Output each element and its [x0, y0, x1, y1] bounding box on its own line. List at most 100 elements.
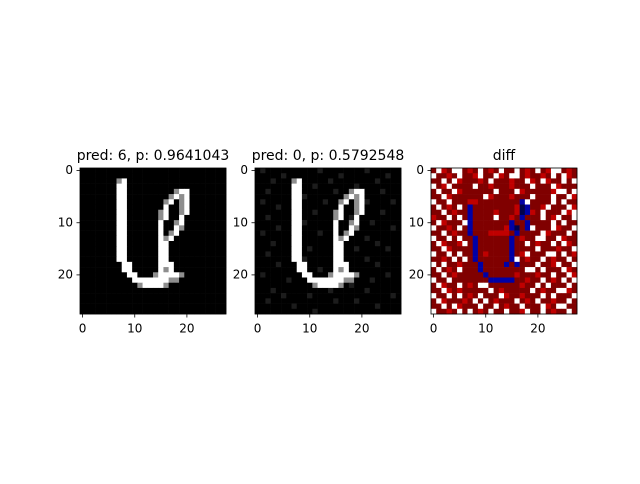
pixel [189, 303, 196, 310]
pixel [446, 225, 453, 231]
pixel [374, 293, 381, 299]
pixel [348, 308, 355, 315]
pixel [374, 168, 381, 174]
pixel [451, 277, 458, 284]
pixel [348, 199, 355, 205]
pixel [483, 220, 489, 226]
pixel [441, 199, 447, 205]
pixel [540, 303, 547, 310]
pixel [215, 293, 222, 299]
pixel [194, 287, 201, 294]
pixel [354, 282, 360, 289]
pixel [519, 204, 526, 211]
pixel [524, 241, 531, 247]
pixel [153, 183, 159, 190]
pixel [395, 298, 402, 304]
pixel [467, 251, 474, 257]
pixel [488, 178, 494, 184]
pixel [90, 168, 96, 174]
pixel [519, 261, 526, 268]
pixel [85, 204, 91, 211]
pixel [369, 178, 376, 184]
pixel [369, 261, 376, 268]
pixel [220, 178, 227, 184]
pixel [566, 168, 573, 174]
pixel [189, 173, 196, 179]
pixel [524, 194, 531, 200]
pixel [291, 272, 298, 278]
pixel [550, 204, 557, 211]
pixel [550, 173, 557, 179]
pixel [540, 225, 547, 231]
pixel [514, 241, 520, 247]
pixel [158, 168, 164, 174]
pixel [359, 168, 365, 174]
subplot-title: pred: 6, p: 0.9641043 [77, 148, 230, 164]
pixel [275, 256, 282, 263]
pixel [111, 204, 117, 211]
pixel [561, 173, 567, 179]
pixel [446, 298, 453, 304]
pixel [472, 214, 479, 221]
pixel [390, 308, 397, 315]
pixel [354, 251, 360, 257]
pixel [205, 220, 211, 226]
pixel [436, 293, 442, 299]
pixel [467, 225, 474, 231]
pixel [488, 194, 494, 200]
pixel [215, 256, 222, 263]
pixel [173, 183, 180, 190]
pixel [220, 261, 227, 268]
pixel [126, 235, 133, 242]
pixel [504, 194, 510, 200]
pixel [364, 241, 371, 247]
pixel [147, 183, 154, 190]
pixel [364, 168, 371, 174]
pixel [545, 241, 552, 247]
pixel [451, 235, 458, 242]
pixel [483, 168, 489, 174]
pixel [307, 220, 313, 226]
pixel [100, 209, 107, 216]
pixel [275, 303, 282, 310]
pixel [322, 272, 329, 278]
pixel [343, 287, 350, 294]
pixel [462, 282, 468, 289]
pixel [265, 287, 271, 294]
pixel [328, 298, 334, 304]
pixel [385, 178, 391, 184]
pixel [380, 173, 386, 179]
pixel [95, 298, 102, 304]
pixel [359, 214, 365, 221]
pixel [116, 277, 123, 284]
pixel [132, 272, 138, 278]
pixel [281, 194, 287, 200]
pixel [390, 303, 397, 310]
pixel [100, 308, 107, 315]
pixel [260, 293, 266, 299]
pixel [301, 303, 308, 310]
pixel [142, 188, 149, 195]
pixel [535, 204, 541, 211]
pixel [441, 277, 447, 284]
pixel [194, 173, 201, 179]
pixel [291, 277, 298, 284]
pixel [441, 293, 447, 299]
pixel [147, 204, 154, 211]
pixel [441, 173, 447, 179]
pixel [348, 261, 355, 268]
pixel [168, 204, 175, 211]
pixel [199, 188, 206, 195]
pixel [446, 178, 453, 184]
pixel [153, 204, 159, 211]
pixel [571, 287, 578, 294]
pixel [571, 194, 578, 200]
pixel [126, 199, 133, 205]
pixel [328, 225, 334, 231]
pixel [488, 230, 494, 237]
pixel [291, 220, 298, 226]
pixel [137, 194, 143, 200]
pixel [566, 183, 573, 190]
pixel [374, 308, 381, 315]
pixel [493, 261, 500, 268]
